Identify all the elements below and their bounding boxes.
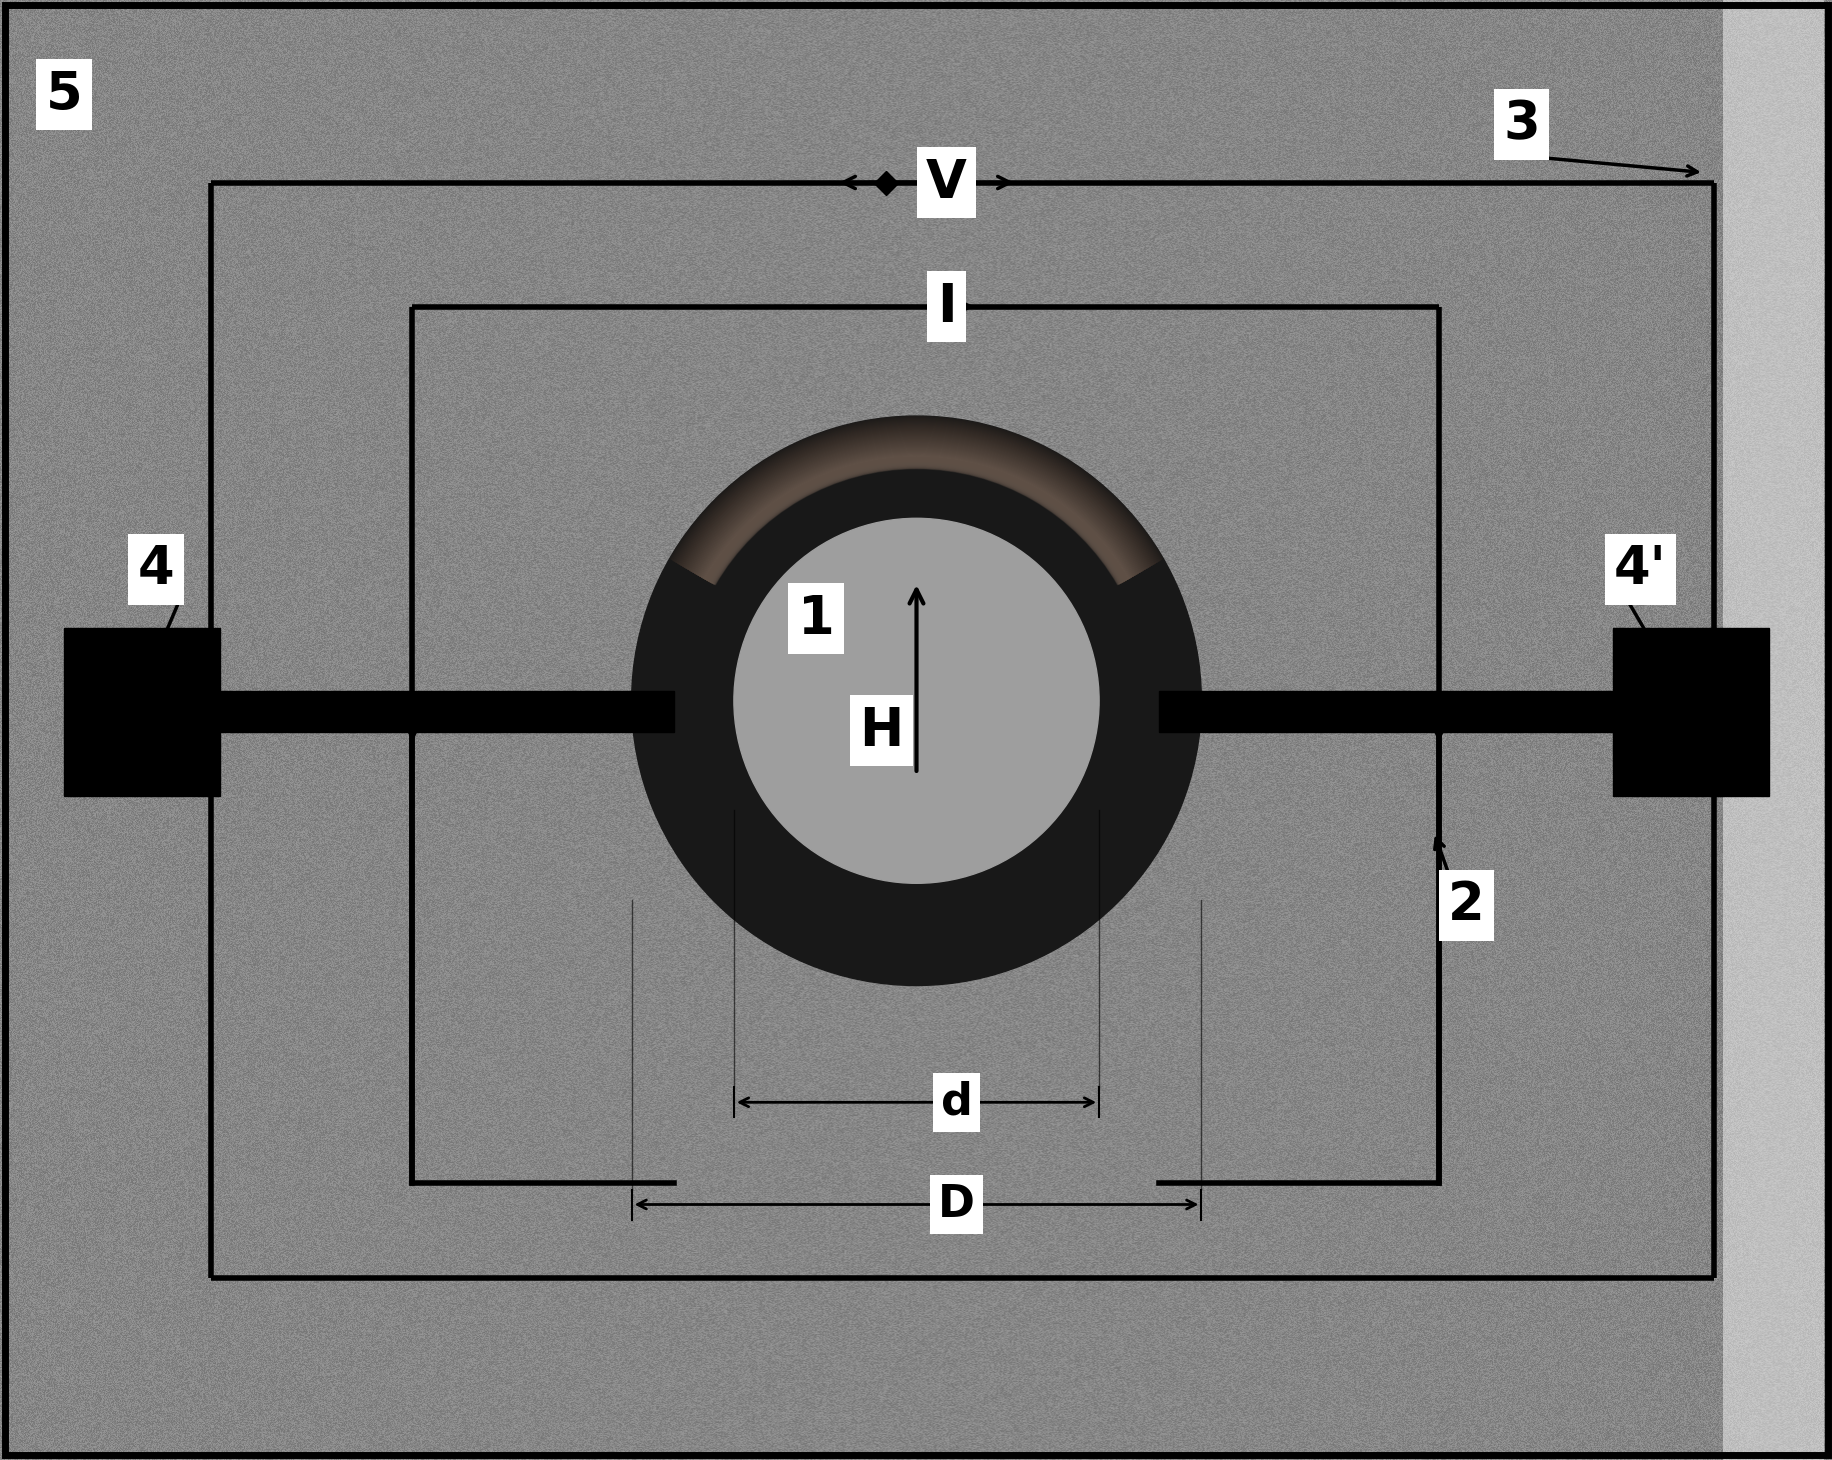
Wedge shape xyxy=(674,420,1158,575)
Text: H: H xyxy=(859,705,903,756)
Wedge shape xyxy=(698,448,1134,583)
Wedge shape xyxy=(692,444,1140,581)
Text: I: I xyxy=(936,280,956,333)
Text: 1: 1 xyxy=(797,593,834,645)
Wedge shape xyxy=(680,428,1152,577)
Wedge shape xyxy=(674,422,1158,575)
Wedge shape xyxy=(669,416,1163,574)
Wedge shape xyxy=(682,429,1150,578)
Wedge shape xyxy=(683,431,1149,578)
Wedge shape xyxy=(672,420,1160,575)
Wedge shape xyxy=(694,445,1138,581)
Wedge shape xyxy=(698,450,1134,583)
Wedge shape xyxy=(689,438,1143,580)
Text: d: d xyxy=(940,1080,973,1124)
Wedge shape xyxy=(683,432,1149,578)
Wedge shape xyxy=(691,441,1141,581)
Wedge shape xyxy=(700,451,1132,584)
Wedge shape xyxy=(685,434,1147,578)
Wedge shape xyxy=(678,425,1154,577)
Text: D: D xyxy=(938,1183,975,1226)
Text: 3: 3 xyxy=(1502,98,1539,150)
Bar xyxy=(220,691,674,731)
Wedge shape xyxy=(700,451,1132,584)
Text: 4: 4 xyxy=(137,543,174,596)
Wedge shape xyxy=(702,454,1130,584)
Wedge shape xyxy=(694,445,1138,583)
Text: 4': 4' xyxy=(1614,543,1665,596)
Wedge shape xyxy=(685,435,1147,578)
Text: 2: 2 xyxy=(1447,879,1484,931)
Bar xyxy=(1158,691,1612,731)
Wedge shape xyxy=(696,448,1136,583)
Wedge shape xyxy=(687,435,1145,580)
Wedge shape xyxy=(676,423,1156,575)
Wedge shape xyxy=(696,447,1136,583)
Wedge shape xyxy=(632,416,1200,986)
Bar xyxy=(1612,628,1768,796)
Wedge shape xyxy=(671,418,1161,574)
Text: V: V xyxy=(925,156,967,209)
Wedge shape xyxy=(671,418,1161,574)
Wedge shape xyxy=(692,442,1140,581)
Wedge shape xyxy=(682,431,1150,578)
Wedge shape xyxy=(702,453,1130,584)
Wedge shape xyxy=(678,426,1154,577)
Wedge shape xyxy=(689,438,1143,580)
Bar xyxy=(64,628,220,796)
Wedge shape xyxy=(680,428,1152,577)
Circle shape xyxy=(733,518,1099,883)
Wedge shape xyxy=(687,437,1145,580)
Wedge shape xyxy=(691,439,1141,580)
Wedge shape xyxy=(703,456,1129,584)
Wedge shape xyxy=(703,456,1129,585)
Wedge shape xyxy=(676,425,1156,577)
Wedge shape xyxy=(691,441,1141,581)
Text: 5: 5 xyxy=(46,69,82,121)
Wedge shape xyxy=(672,419,1160,575)
